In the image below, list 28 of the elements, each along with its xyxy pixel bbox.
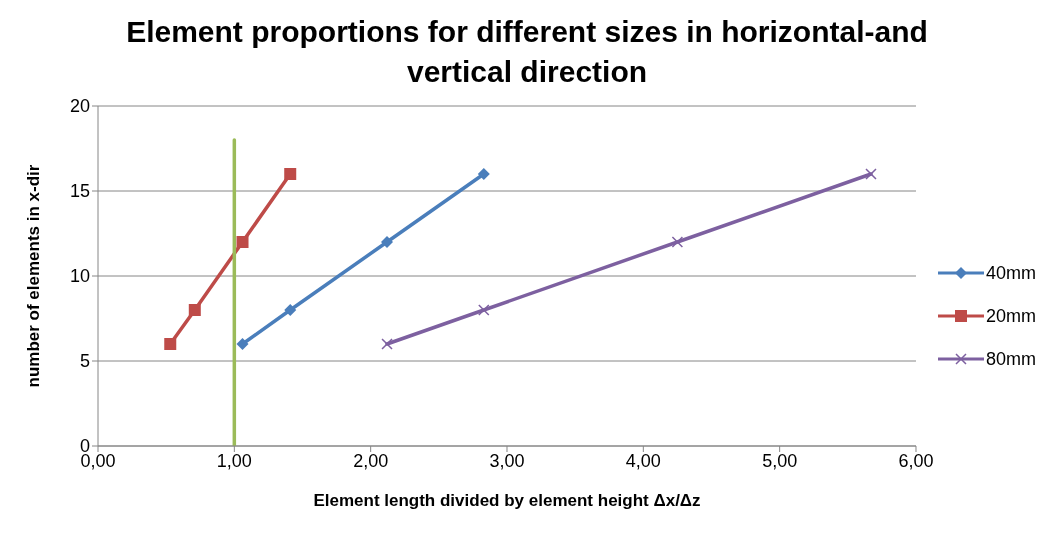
x-axis-title: Element length divided by element height Δx/Δz [313, 491, 701, 510]
point [381, 236, 394, 248]
point [164, 338, 177, 350]
point [381, 338, 393, 350]
point [477, 168, 490, 180]
point [236, 236, 249, 248]
y-axis-title: number of elements in x-dir [24, 164, 44, 388]
point [865, 168, 877, 180]
point [236, 338, 249, 350]
point [478, 304, 490, 316]
point [284, 168, 297, 180]
y-tick-label: 15 [69, 181, 90, 202]
point [188, 304, 201, 316]
x-tick-label: 5,00 [762, 450, 798, 471]
chart-title: Element proportions for different sizes in horizontal-and vertical direction [125, 14, 929, 90]
x-tick-label: 4,00 [625, 450, 661, 471]
x-tick-label: 1,00 [216, 450, 252, 471]
legend-label: 20mm [985, 305, 1036, 327]
y-tick-label: 20 [69, 96, 90, 117]
point [671, 236, 684, 248]
x-tick-label: 6,00 [898, 450, 934, 471]
y-tick-label: 5 [79, 351, 90, 372]
x-tick-label: 3,00 [489, 450, 525, 471]
y-tick-label: 10 [69, 266, 90, 287]
x-tick-label: 2,00 [353, 450, 389, 471]
legend-label: 80mm [985, 348, 1036, 370]
point [284, 304, 297, 316]
legend-label: 40mm [985, 262, 1036, 284]
